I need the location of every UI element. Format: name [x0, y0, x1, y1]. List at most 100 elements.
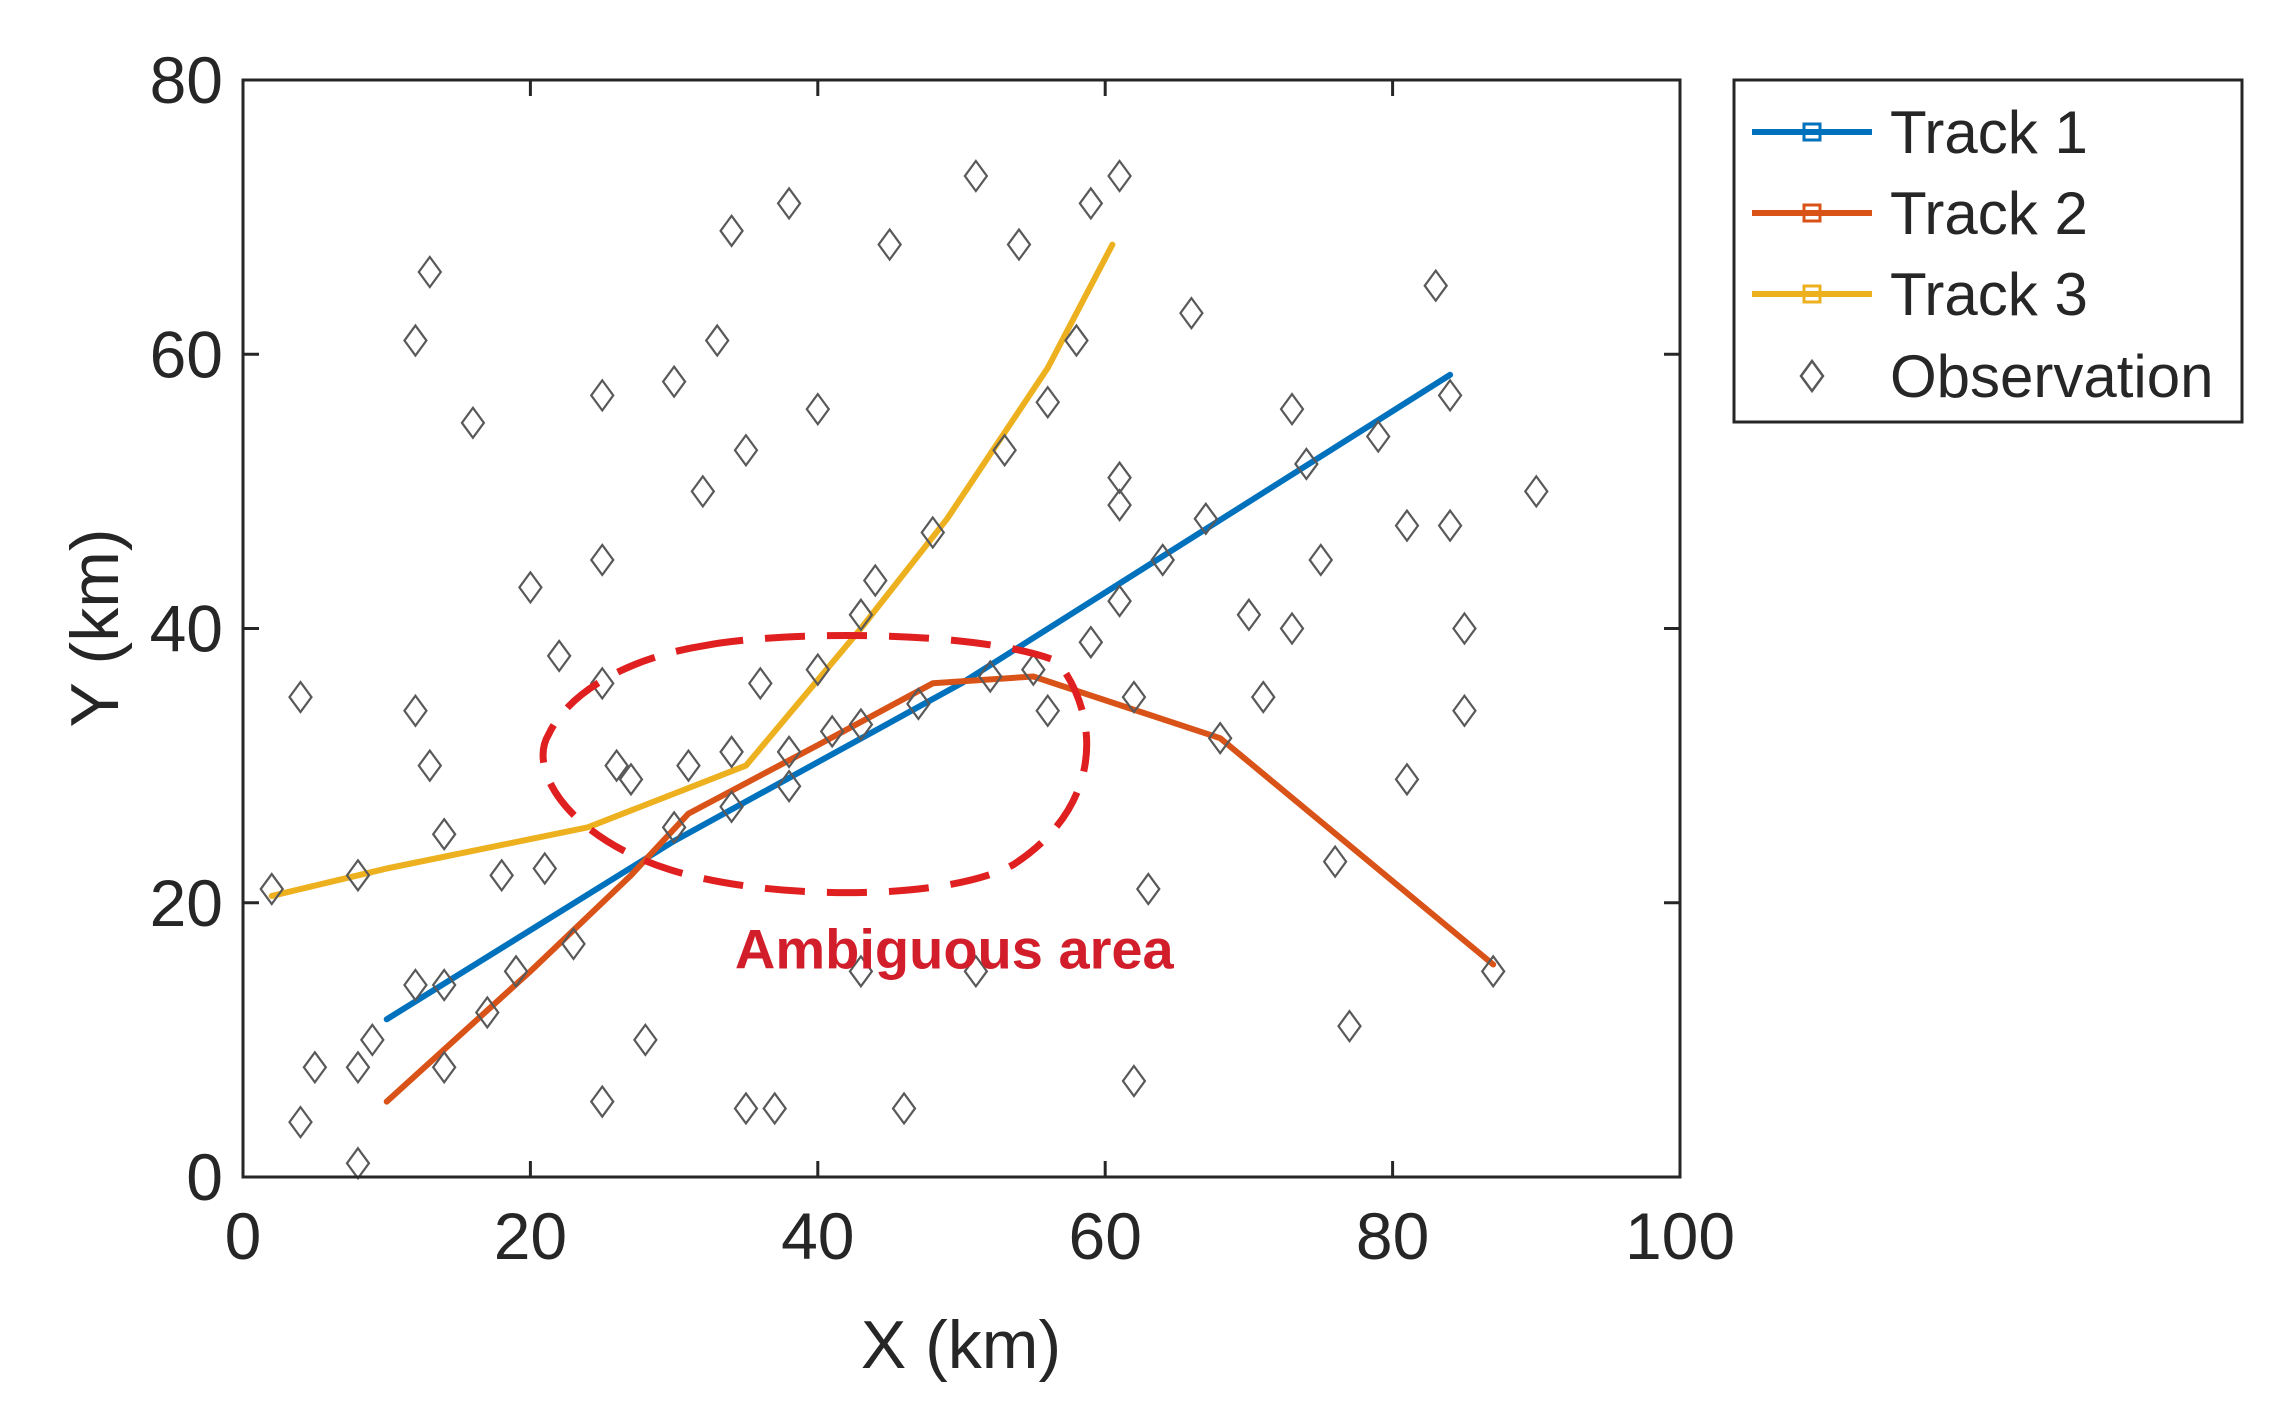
observation-marker	[733, 433, 759, 468]
observation-marker	[848, 954, 874, 989]
observation-layer	[259, 159, 1549, 1181]
observation-marker	[1107, 584, 1132, 618]
legend-label-track-3: Track 3	[1890, 261, 2088, 328]
observation-marker	[920, 515, 946, 550]
observation-marker	[1107, 159, 1132, 193]
observation-marker	[302, 1050, 328, 1085]
observation-marker	[1423, 268, 1449, 303]
observation-marker	[1150, 543, 1176, 577]
observation-marker	[403, 323, 428, 358]
observation-marker	[1365, 419, 1391, 454]
y-tick-label: 60	[150, 317, 223, 391]
observation-marker	[906, 687, 931, 721]
observation-marker	[632, 1023, 658, 1057]
observation-marker	[862, 563, 888, 598]
observation-marker	[1322, 844, 1348, 879]
observation-marker	[1107, 488, 1132, 522]
legend-label-track-2: Track 2	[1890, 180, 2088, 247]
observation-marker	[1135, 872, 1161, 906]
observation-marker	[1337, 1009, 1362, 1044]
observation-marker	[1523, 474, 1549, 509]
observation-marker	[604, 748, 629, 783]
observation-marker	[589, 666, 615, 701]
observation-marker	[288, 1105, 313, 1140]
observation-marker	[618, 762, 644, 797]
observation-marker	[805, 392, 831, 426]
observation-marker	[589, 543, 615, 577]
observation-marker	[733, 1091, 759, 1126]
observation-marker	[589, 1084, 615, 1119]
y-tick-label: 80	[150, 43, 223, 117]
observation-marker	[676, 748, 701, 783]
observation-marker	[762, 1091, 788, 1126]
series-layer	[268, 241, 1497, 1105]
observation-marker	[1121, 680, 1147, 714]
observation-marker	[1452, 693, 1477, 728]
observation-marker	[1035, 693, 1061, 728]
observation-marker	[403, 968, 428, 1002]
observation-marker	[848, 597, 874, 632]
observation-marker	[1035, 385, 1061, 420]
annotation-layer: Ambiguous area	[539, 632, 1175, 981]
legend-marker-observation	[1799, 358, 1825, 394]
observation-marker	[417, 255, 443, 289]
observation-marker	[719, 789, 744, 824]
observation-marker	[561, 927, 586, 961]
observation-marker	[776, 735, 802, 769]
plot-background	[243, 80, 1680, 1177]
legend-label-observation: Observation	[1890, 343, 2214, 410]
observation-marker	[704, 323, 730, 358]
observation-marker	[819, 714, 845, 749]
observation-marker	[1394, 762, 1420, 797]
observation-marker	[345, 1050, 371, 1085]
series-line-track-3	[268, 241, 1116, 899]
observation-marker	[1394, 508, 1420, 543]
observation-marker	[1006, 227, 1032, 262]
ticks-layer: 0 20 40 60 80 100 0 20 40 60 80	[150, 43, 1735, 1273]
observation-marker	[1078, 186, 1104, 221]
observation-marker	[992, 433, 1017, 468]
observation-marker	[1279, 392, 1305, 426]
observation-marker	[1294, 447, 1319, 481]
observation-marker	[417, 748, 443, 783]
observation-marker	[1193, 501, 1219, 536]
observation-marker	[460, 405, 486, 440]
observation-marker	[474, 995, 500, 1030]
ambiguous-area-outline	[539, 632, 1091, 897]
legend-marker-track-1	[1802, 122, 1822, 142]
observation-marker	[963, 954, 989, 989]
observation-marker	[532, 851, 558, 886]
legend: Track 1 Track 2 Track 3 Observation	[1732, 78, 2244, 424]
observation-marker	[1250, 680, 1276, 714]
x-tick-label: 80	[1356, 1199, 1429, 1273]
x-tick-label: 40	[781, 1199, 854, 1273]
observation-marker	[259, 872, 285, 906]
observation-marker	[1480, 954, 1506, 989]
observation-marker	[690, 474, 716, 509]
series-line-track-1	[383, 371, 1454, 1023]
observation-marker	[1064, 323, 1089, 358]
observation-marker	[403, 693, 428, 728]
observation-marker	[877, 227, 903, 262]
observation-marker	[1279, 611, 1305, 646]
observation-marker	[776, 769, 802, 804]
ambiguous-area-label: Ambiguous area	[735, 918, 1175, 981]
observation-marker	[1020, 652, 1046, 687]
observation-marker	[776, 186, 802, 221]
observation-marker	[489, 858, 515, 893]
observation-marker	[891, 1091, 917, 1126]
legend-marker-track-3	[1802, 284, 1822, 304]
observation-marker	[345, 858, 371, 893]
observation-marker	[431, 817, 457, 852]
observation-marker	[503, 954, 529, 989]
observation-marker	[719, 735, 744, 769]
observation-marker	[1078, 625, 1104, 660]
observation-marker	[1437, 508, 1463, 543]
observation-marker	[1437, 378, 1463, 413]
observation-marker	[963, 159, 989, 193]
x-tick-label: 60	[1068, 1199, 1141, 1273]
observation-marker	[546, 639, 572, 673]
observation-marker	[719, 213, 744, 248]
observation-marker	[1236, 597, 1262, 632]
